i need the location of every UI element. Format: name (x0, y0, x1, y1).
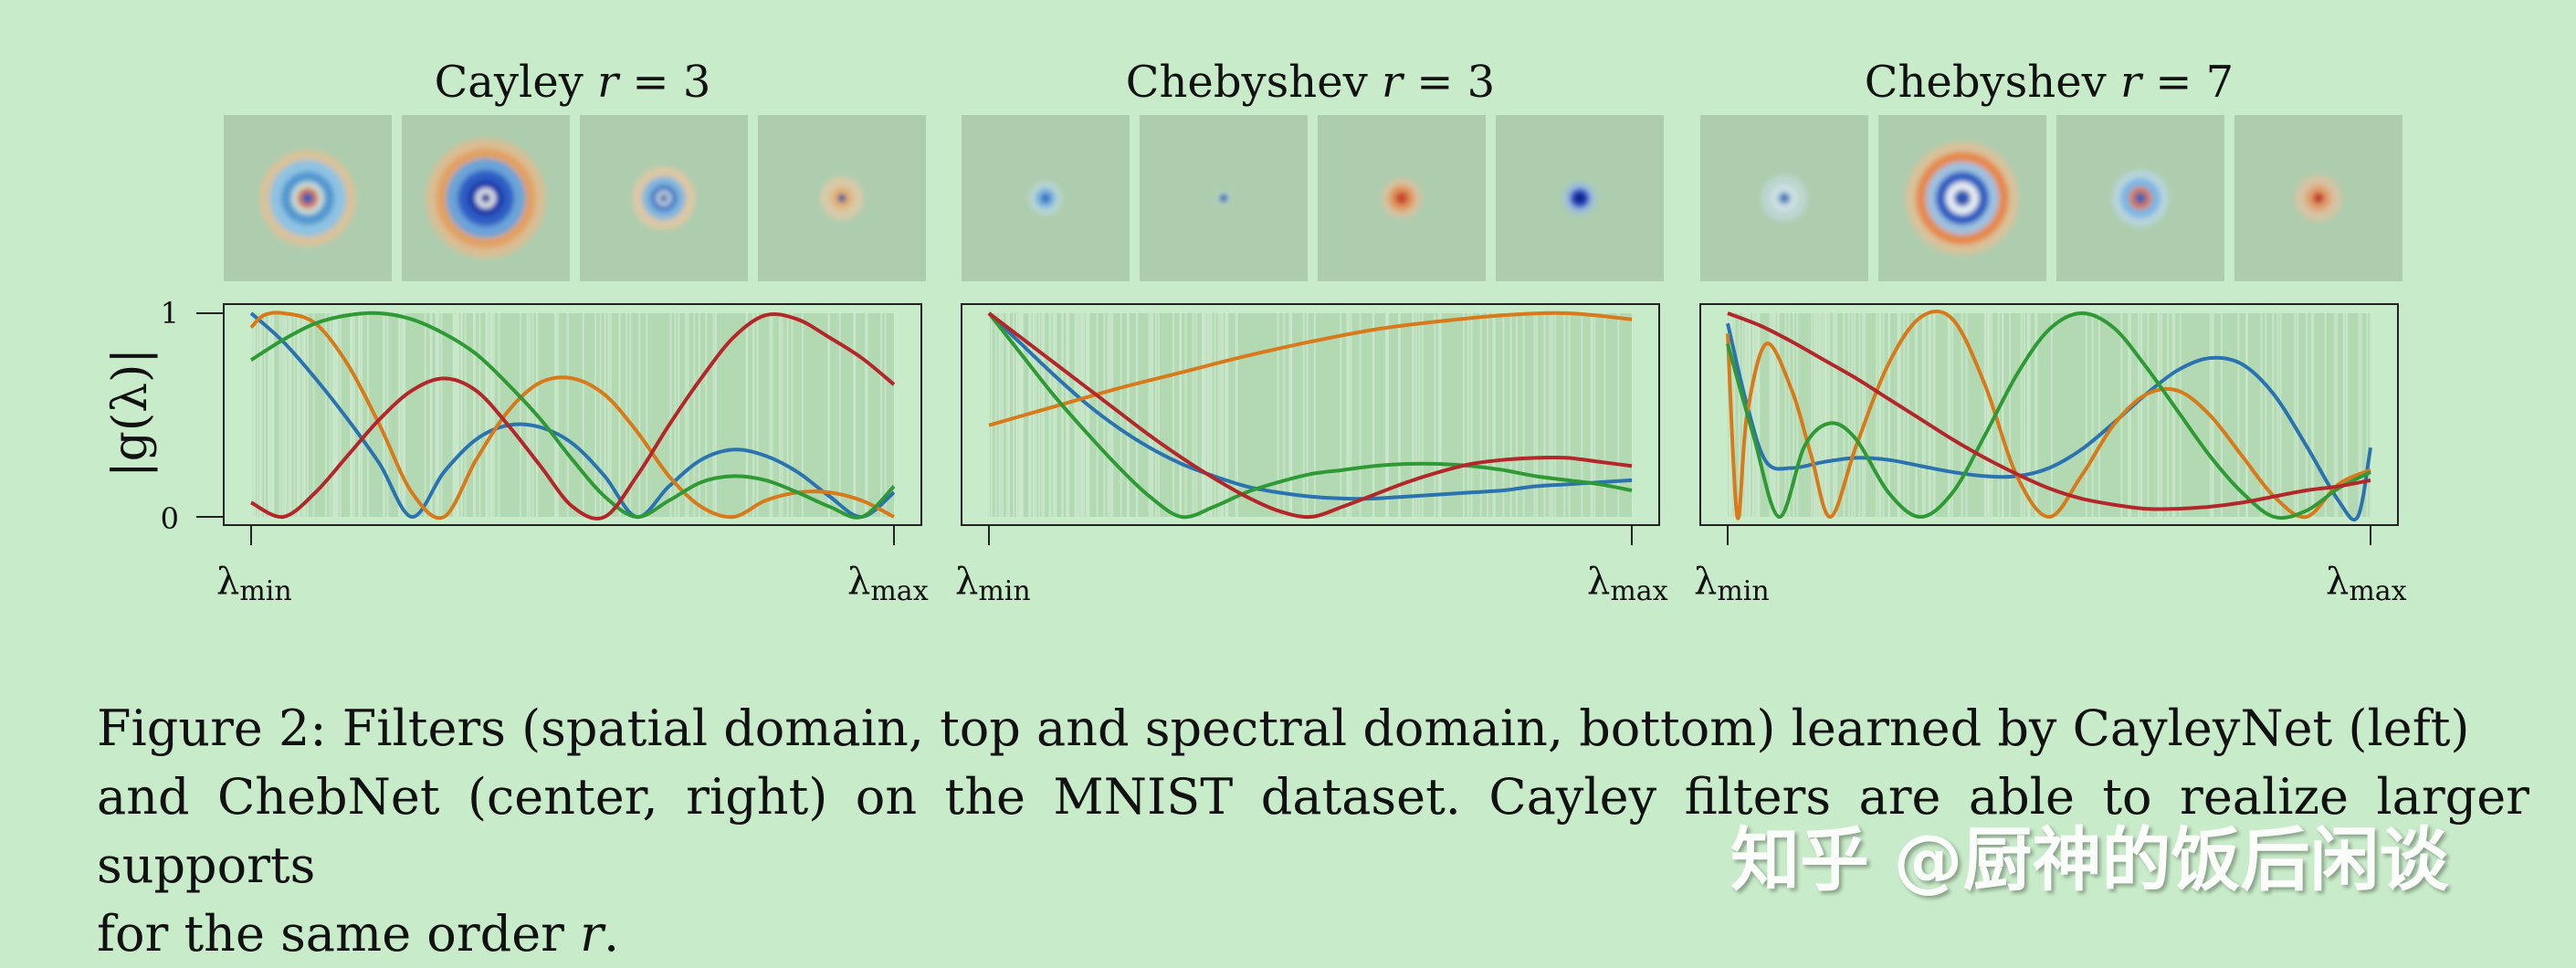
tile-ring-5 (1953, 189, 1971, 207)
x-tick-label-min-1: λmin (955, 561, 1031, 607)
filter-tile-1-1 (1140, 115, 1308, 281)
tile-ring-3 (2134, 192, 2147, 205)
figure-caption: Figure 2: Filters (spatial domain, top a… (97, 694, 2529, 968)
caption-line-3-end: . (603, 905, 620, 963)
series-lines (1726, 309, 2372, 522)
panel-title-cayley-r3: Cayley r = 3 (435, 57, 711, 108)
tile-rings (1028, 181, 1063, 216)
watermark: 知乎 @厨神的饭后闲谈 (1730, 819, 2449, 900)
caption-line-1: Figure 2: Filters (spatial domain, top a… (97, 700, 2470, 757)
spectral-plot-1 (961, 303, 1660, 545)
series-line-orange (1726, 309, 2371, 521)
tile-ring-6 (480, 193, 491, 204)
series-line-red (250, 311, 896, 521)
tile-ring-5 (301, 192, 314, 205)
filter-tile-2-2 (2056, 115, 2224, 281)
tile-rings (2295, 174, 2342, 222)
plot-frame (961, 303, 1660, 526)
tile-ring-2 (1394, 191, 1409, 205)
tile-rings (1382, 178, 1422, 218)
plot-frame (1699, 303, 2399, 526)
caption-line-3: for the same order r. (97, 900, 2529, 968)
series-line-green (987, 311, 1633, 520)
x-tick-label-max-0: λmax (847, 561, 929, 607)
series-line-orange (988, 310, 1633, 427)
x-tick-label-max-1: λmax (1587, 561, 1668, 607)
spectral-plot-0 (223, 303, 922, 545)
tile-rings (1214, 189, 1233, 207)
eigenvalue-density-band (251, 313, 894, 517)
series-line-red (1727, 311, 2371, 511)
x-tick-label-min-0: λmin (216, 561, 292, 607)
x-tick-labels: λmin λmax λmin λmax λmin λmax (216, 561, 2407, 607)
series-line-blue (1726, 322, 2372, 522)
tile-rings (1562, 181, 1597, 216)
filter-tile-0-2 (580, 115, 748, 281)
filter-tile-0-3 (758, 115, 926, 281)
series-lines (987, 310, 1633, 520)
series-line-orange (249, 310, 895, 521)
tile-ring-4 (659, 194, 668, 203)
tile-rings (1761, 174, 1808, 222)
x-tick-label-min-2: λmin (1694, 561, 1770, 607)
tile-ring-3 (1781, 195, 1788, 202)
filter-tile-1-2 (1318, 115, 1486, 281)
y-tick-label-1: 1 (161, 296, 179, 331)
y-axis-label: |g(λ)| (103, 348, 158, 478)
filter-tile-1-0 (962, 115, 1130, 281)
tile-rings (2112, 170, 2169, 226)
spectral-plots (223, 303, 2399, 545)
spectral-plot-2 (1699, 303, 2399, 545)
caption-line-2: and ChebNet (center, right) on the MNIST… (97, 768, 2529, 894)
tile-ring-1 (1219, 194, 1228, 203)
tile-rings (1906, 142, 2019, 255)
tile-rings (259, 150, 356, 247)
caption-line-3-var: r (580, 905, 604, 963)
series-line-red (987, 311, 1633, 520)
tile-ring-2 (1041, 194, 1050, 203)
tile-ring-2 (1574, 193, 1585, 204)
spatial-filter-tiles (224, 115, 2403, 281)
filter-tile-0-1 (402, 115, 570, 281)
x-tick-label-max-2: λmax (2326, 561, 2407, 607)
eigenvalue-density-band (989, 313, 1632, 517)
filter-tile-1-3 (1496, 115, 1664, 281)
filter-tile-2-3 (2234, 115, 2403, 281)
tile-rings (632, 166, 696, 230)
tile-ring-2 (837, 194, 846, 203)
filter-tile-2-1 (1878, 115, 2046, 281)
tile-ring-2 (2312, 192, 2325, 205)
series-line-blue (249, 311, 896, 519)
eigenvalue-density-band (1728, 313, 2371, 517)
panel-title-chebyshev-r3: Chebyshev r = 3 (1126, 57, 1495, 108)
panel-title-chebyshev-r7: Chebyshev r = 7 (1865, 57, 2234, 108)
filter-tile-2-0 (1700, 115, 1868, 281)
plot-frame (223, 303, 922, 526)
y-tick-label-0: 0 (161, 501, 179, 536)
series-lines (249, 310, 896, 521)
filter-tile-0-0 (224, 115, 392, 281)
tile-rings (426, 138, 546, 258)
series-line-green (249, 310, 896, 520)
series-line-blue (987, 311, 1633, 501)
tile-rings (820, 176, 864, 220)
caption-line-3-text: for the same order (97, 905, 581, 963)
